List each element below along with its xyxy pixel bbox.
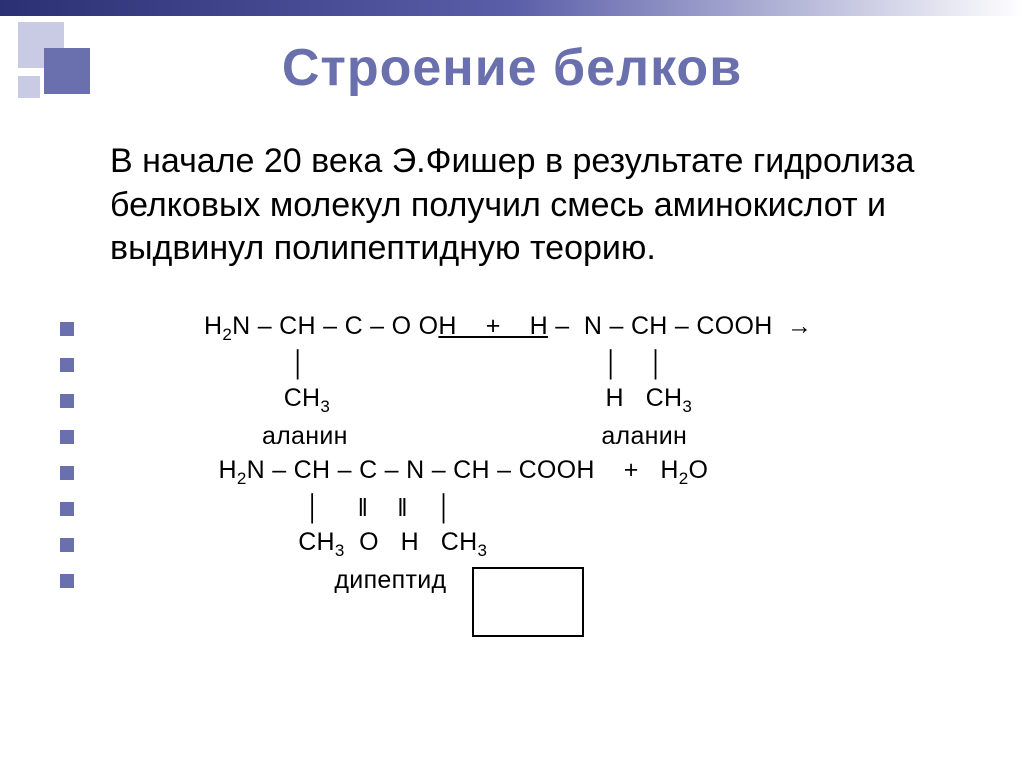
chem-text-3: CH3 H CH3 <box>204 384 692 417</box>
bullet-icon <box>60 322 74 336</box>
chem-line-5: H2N – CH – C – N – CH – COOH + H2O <box>60 455 1024 491</box>
chem-text-6: │ ‖ ‖ │ <box>204 494 453 523</box>
chem-text-7: CH3 O H CH3 <box>204 528 487 561</box>
chem-line-2: │ │ │ <box>60 347 1024 383</box>
chemistry-block: H2N – CH – C – O OH + H – N – CH – COOH … <box>60 311 1024 599</box>
bullet-icon <box>60 502 74 516</box>
bullet-icon <box>60 394 74 408</box>
bullet-icon <box>60 538 74 552</box>
bullet-icon <box>60 430 74 444</box>
deco-square-light-2 <box>18 76 40 98</box>
chem-line-4: аланин аланин <box>60 419 1024 455</box>
chem-text-4: аланин аланин <box>204 422 687 451</box>
chem-line-7: CH3 O H CH3 <box>60 527 1024 563</box>
chem-text-2: │ │ │ <box>204 350 665 379</box>
top-gradient-bar <box>0 0 1024 16</box>
chem-line-3: CH3 H CH3 <box>60 383 1024 419</box>
deco-square-dark <box>44 48 90 94</box>
chem-line-1: H2N – CH – C – O OH + H – N – CH – COOH … <box>60 311 1024 347</box>
chem-text-5: H2N – CH – C – N – CH – COOH + H2O <box>204 456 708 489</box>
bullet-icon <box>60 574 74 588</box>
chem-line-6: │ ‖ ‖ │ <box>60 491 1024 527</box>
bullet-icon <box>60 466 74 480</box>
chem-text-1: H2N – CH – C – O OH + H – N – CH – COOH … <box>204 312 812 345</box>
body-paragraph: В начале 20 века Э.Фишер в результате ги… <box>110 140 964 271</box>
chem-line-8: дипептид <box>60 563 1024 599</box>
chem-text-8: дипептид <box>204 566 446 595</box>
bullet-icon <box>60 358 74 372</box>
